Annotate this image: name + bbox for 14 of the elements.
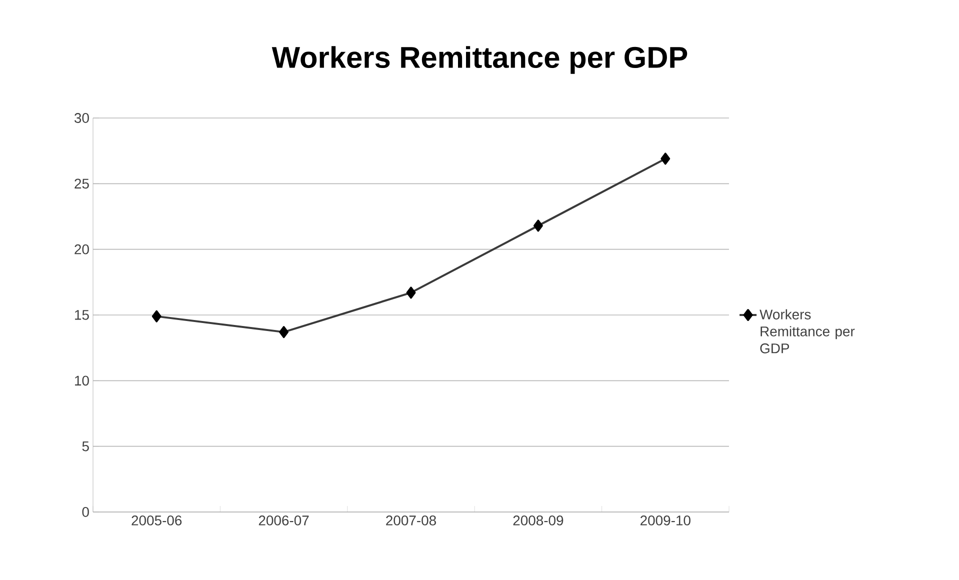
x-tick-label: 2008-09 bbox=[513, 516, 564, 526]
y-tick-label: 0 bbox=[82, 507, 89, 517]
chart-title: Workers Remittance per GDP bbox=[272, 46, 688, 74]
x-tick-label: 2009-10 bbox=[640, 516, 690, 526]
y-tick-label: 30 bbox=[74, 113, 89, 123]
y-tick-label: 10 bbox=[75, 376, 89, 386]
x-tick-label: 2007-08 bbox=[386, 516, 436, 526]
x-tick-label: 2006-07 bbox=[258, 516, 309, 526]
y-tick-label: 15 bbox=[75, 310, 89, 320]
legend-label: Workers Remittance per GDP bbox=[760, 309, 855, 354]
y-tick-label: 25 bbox=[74, 178, 89, 189]
y-tick-label: 20 bbox=[74, 244, 89, 254]
x-tick-label: 2005-06 bbox=[132, 516, 182, 526]
y-tick-label: 5 bbox=[82, 441, 89, 452]
